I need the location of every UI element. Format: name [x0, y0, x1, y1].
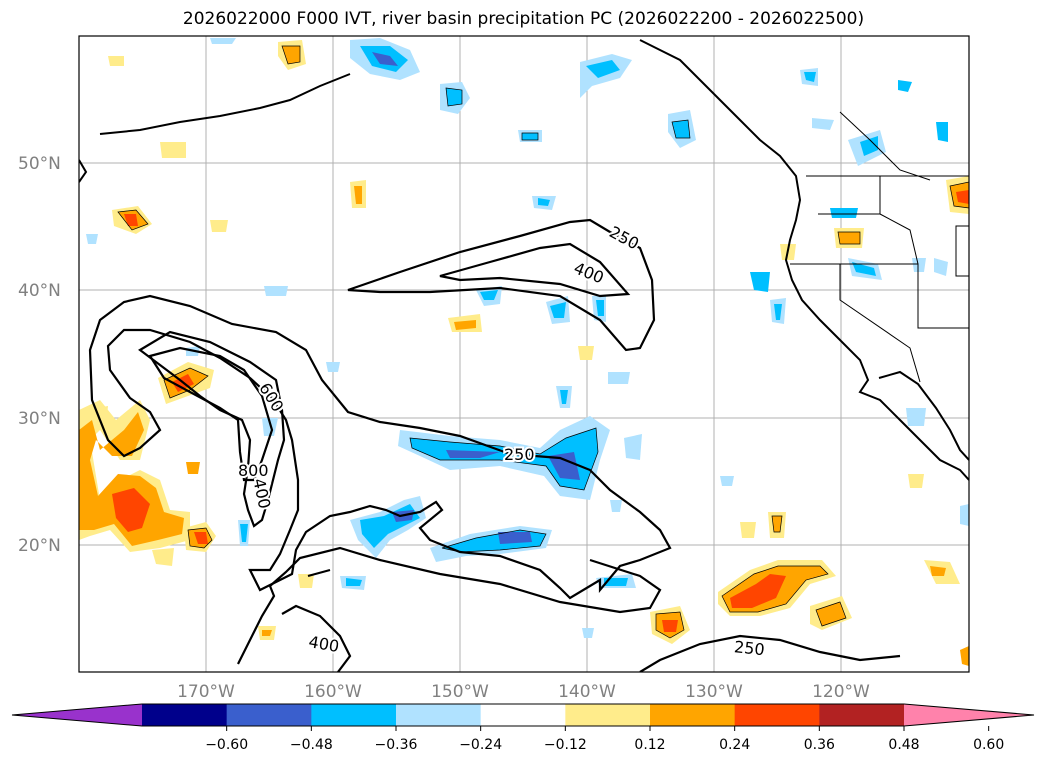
colorbar-tick-label: −0.60	[205, 737, 248, 753]
colorbar-bin	[142, 704, 228, 726]
colorbar-tick-label: 0.48	[888, 737, 919, 753]
colorbar-tick-label: −0.36	[375, 737, 418, 753]
contour-label: 800	[238, 461, 269, 480]
lon-label-140w: 140°W	[558, 682, 616, 702]
lon-label-130w: 130°W	[685, 682, 743, 702]
state-borders	[790, 111, 969, 383]
colorbar-bin	[311, 704, 397, 726]
colorbar-tick-label: 0.24	[719, 737, 750, 753]
lon-label-120w: 120°W	[812, 682, 870, 702]
colorbar-bin	[480, 704, 566, 726]
colorbar-extend-min	[12, 704, 142, 726]
coastlines	[79, 39, 969, 481]
colorbar-outline	[11, 703, 1035, 727]
lat-label-50n: 50°N	[18, 154, 61, 174]
lat-label-20n: 20°N	[18, 536, 61, 556]
colorbar-extend-max	[904, 704, 1034, 726]
lon-label-160w: 160°W	[304, 682, 362, 702]
lat-label-30n: 30°N	[18, 409, 61, 429]
colorbar-tick-label: −0.12	[544, 737, 587, 753]
colorbar-tick-label: −0.24	[459, 737, 502, 753]
colorbar-bin	[650, 704, 736, 726]
colorbar-bin	[565, 704, 651, 726]
colorbar-tick-label: −0.48	[290, 737, 333, 753]
colorbar-bin	[226, 704, 312, 726]
colorbar-bin	[819, 704, 905, 726]
lon-label-170w: 170°W	[177, 682, 235, 702]
precip-outlines	[117, 45, 969, 639]
precip-pc-shading	[79, 38, 969, 666]
lat-label-40n: 40°N	[18, 281, 61, 301]
contour-label: 250	[504, 445, 535, 464]
map-title: 2026022000 F000 IVT, river basin precipi…	[182, 9, 865, 29]
map-frame	[78, 35, 970, 673]
ivt-contours	[88, 218, 901, 672]
colorbar-tick-label: 0.60	[973, 737, 1004, 753]
colorbar-bin	[734, 704, 820, 726]
colorbar-tick-label: 0.36	[804, 737, 835, 753]
lon-label-150w: 150°W	[431, 682, 489, 702]
colorbar-bin	[396, 704, 482, 726]
contour-label: 250	[733, 637, 765, 659]
latitude-labels: 50°N 40°N 30°N 20°N	[18, 154, 61, 556]
colorbar-tick-label: 0.12	[634, 737, 665, 753]
colorbar: −0.60 −0.48 −0.36 −0.24 −0.12 0.12 0.24 0.36 0.4…	[11, 703, 1035, 753]
longitude-labels: 170°W 160°W 150°W 140°W 130°W 120°W	[177, 682, 870, 702]
